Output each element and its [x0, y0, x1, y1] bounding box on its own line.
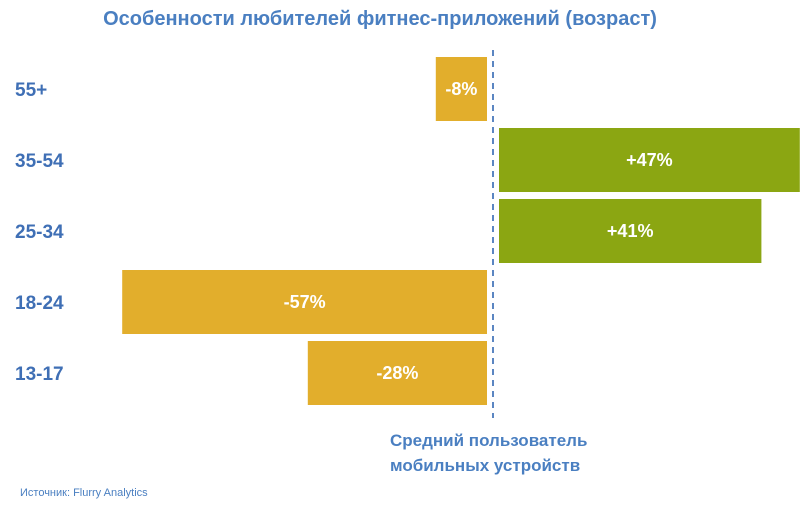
chart-title: Особенности любителей фитнес-приложений … — [103, 8, 657, 30]
bar-35-54 — [499, 128, 800, 192]
baseline-caption: Средний пользователь мобильных устройств — [390, 431, 588, 475]
source-note: Источник: Flurry Analytics — [20, 487, 148, 499]
bar-value-label: -28% — [376, 363, 418, 383]
bar-13-17 — [307, 341, 487, 405]
bar-value-label: +41% — [607, 221, 654, 241]
bar-value-label: +47% — [626, 150, 673, 170]
bar-55+ — [435, 57, 487, 121]
bar-value-label: -8% — [445, 79, 477, 99]
category-label: 13-17 — [15, 364, 64, 385]
category-label: 35-54 — [15, 151, 64, 172]
bar-value-label: -57% — [284, 292, 326, 312]
bars-group: -8% 55+ +47% 35-54 +41% 25-34 -57% 18-24 -28% 13-… — [15, 57, 800, 405]
category-label: 25-34 — [15, 222, 64, 243]
bar-18-24 — [122, 270, 487, 334]
bar-25-34 — [499, 199, 762, 263]
category-label: 55+ — [15, 80, 47, 101]
category-label: 18-24 — [15, 293, 64, 314]
